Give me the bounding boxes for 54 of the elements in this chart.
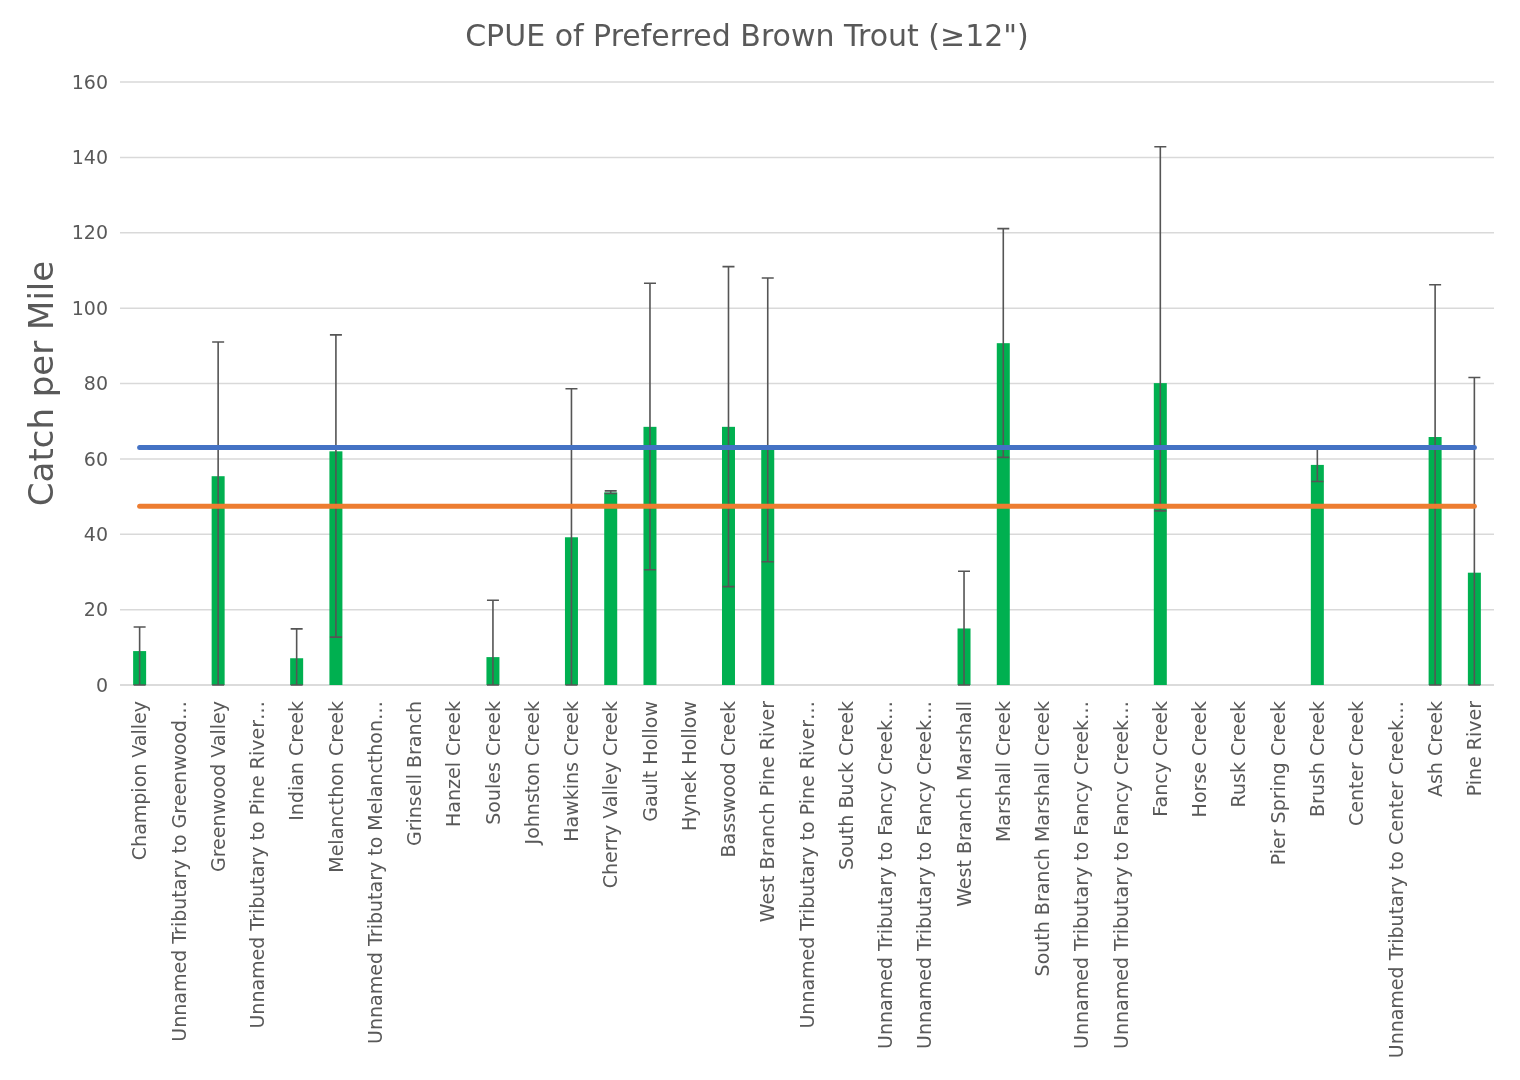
bar (996, 343, 1010, 685)
x-tick-label: Brush Creek (1305, 701, 1328, 817)
bar (761, 449, 775, 685)
x-tick-label: South Branch Marshall Creek (1031, 701, 1054, 977)
bar (721, 426, 735, 685)
x-tick-label: Gault Hollow (638, 701, 661, 822)
x-tick-label: Grinsell Branch (403, 701, 426, 847)
x-tick-label: Unnamed Tributary to Pine River… (795, 701, 818, 1029)
x-tick-label: Indian Creek (285, 701, 308, 821)
y-tick-label: 0 (95, 673, 108, 696)
x-tick-label: Champion Valley (128, 701, 151, 861)
x-tick-label: Hynek Hollow (677, 701, 700, 831)
y-tick-label: 20 (83, 598, 108, 621)
bar (564, 537, 578, 685)
x-tick-label: Soules Creek (481, 701, 504, 825)
y-tick-label: 60 (83, 447, 108, 470)
x-tick-label: Marshall Creek (991, 701, 1014, 843)
x-tick-label: Cherry Valley Creek (599, 701, 622, 889)
x-tick-label: Pine River (1463, 700, 1486, 797)
x-tick-label: Greenwood Valley (206, 701, 229, 873)
y-tick-label: 120 (71, 221, 108, 244)
y-tick-label: 80 (83, 372, 108, 395)
x-tick-label: Unnamed Tributary to Fancy Creek… (1070, 701, 1093, 1049)
x-tick-label: Unnamed Tributary to Fancy Creek… (874, 701, 897, 1049)
y-tick-label: 140 (71, 146, 108, 169)
x-tick-label: Melancthon Creek (324, 701, 347, 873)
y-tick-label: 160 (71, 70, 108, 93)
x-tick-label: Johnston Creek (520, 701, 543, 846)
x-tick-label: Rusk Creek (1227, 701, 1250, 808)
x-tick-label: South Buck Creek (834, 701, 857, 870)
bar (604, 492, 618, 685)
x-tick-label: West Branch Marshall (952, 701, 975, 907)
x-tick-label: Ash Creek (1423, 701, 1446, 798)
x-tick-label: Hanzel Creek (442, 701, 465, 827)
x-tick-label: Hawkins Creek (560, 701, 583, 842)
y-axis-title: Catch per Mile (21, 260, 61, 507)
x-tick-label: Center Creek (1345, 701, 1368, 827)
y-tick-label: 40 (83, 522, 108, 545)
x-tick-label: Unnamed Tributary to Melancthon… (363, 701, 386, 1044)
bar (1467, 572, 1481, 685)
chart-title: CPUE of Preferred Brown Trout (≥12") (465, 18, 1029, 53)
x-tick-label: Basswood Creek (717, 701, 740, 858)
bar (1310, 464, 1324, 685)
x-tick-label: Unnamed Tributary to Pine River… (246, 701, 269, 1029)
x-tick-label: Unnamed Tributary to Center Creek… (1384, 701, 1407, 1059)
bar (1153, 383, 1167, 685)
x-tick-label: Unnamed Tributary to Greenwood… (167, 701, 190, 1042)
x-tick-label: Unnamed Tributary to Fancy Creek… (1109, 701, 1132, 1049)
x-tick-label: Fancy Creek (1148, 701, 1171, 817)
x-tick-label: Pier Spring Creek (1266, 701, 1289, 866)
x-tick-label: Horse Creek (1188, 701, 1211, 818)
y-tick-label: 100 (71, 296, 108, 319)
x-tick-label: West Branch Pine River (756, 700, 779, 923)
x-tick-label: Unnamed Tributary to Fancy Creek… (913, 701, 936, 1049)
